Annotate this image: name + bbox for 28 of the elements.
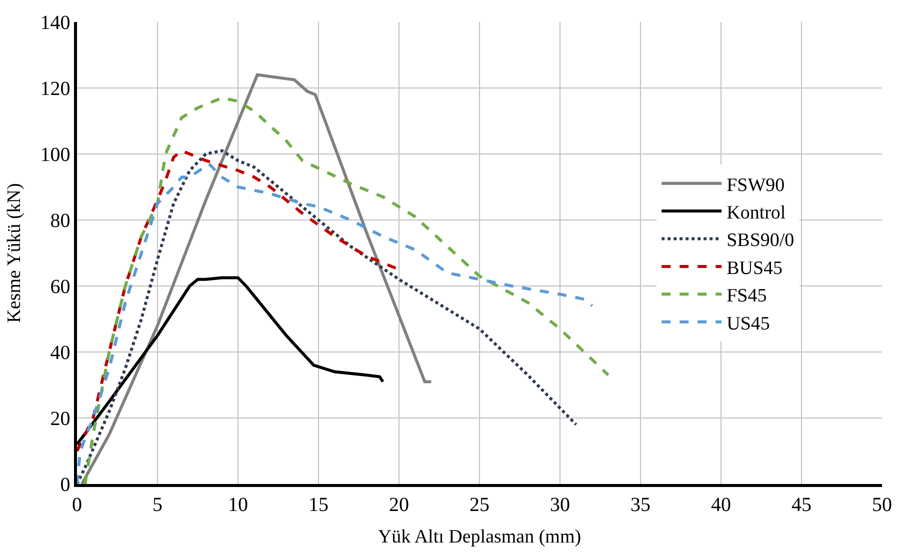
y-tick-label: 120 [40, 78, 70, 100]
y-tick-label: 100 [40, 144, 70, 166]
x-tick-label: 45 [792, 494, 812, 516]
x-tick-label: 30 [550, 494, 570, 516]
line-series [84, 96, 610, 484]
x-tick-label: 10 [228, 494, 248, 516]
x-tick-label: 20 [389, 494, 409, 516]
legend-label: FS45 [726, 286, 767, 307]
y-tick-label: 140 [40, 12, 70, 34]
x-tick-label: 50 [872, 494, 892, 516]
line-series [80, 73, 433, 484]
y-tick-label: 60 [50, 276, 70, 298]
y-axis-title: Kesme Yükü (kN) [4, 183, 26, 323]
x-tick-label: 40 [711, 494, 731, 516]
y-tick-label: 80 [50, 210, 70, 232]
x-tick-label: 35 [630, 494, 650, 516]
y-tick-label: 40 [50, 342, 70, 364]
legend-label: BUS45 [726, 258, 783, 279]
x-tick-label: 25 [470, 494, 490, 516]
x-tick-label: 15 [308, 494, 328, 516]
x-tick-label: 5 [152, 494, 162, 516]
y-tick-label: 0 [60, 474, 70, 496]
legend-label: US45 [726, 313, 770, 334]
legend-label: FSW90 [726, 174, 785, 196]
y-tick-label: 20 [50, 408, 70, 430]
legend-label: Kontrol [726, 202, 786, 224]
x-axis-title: Yük Altı Deplasman (mm) [378, 526, 582, 548]
legend-label: SBS90/0 [726, 230, 794, 252]
